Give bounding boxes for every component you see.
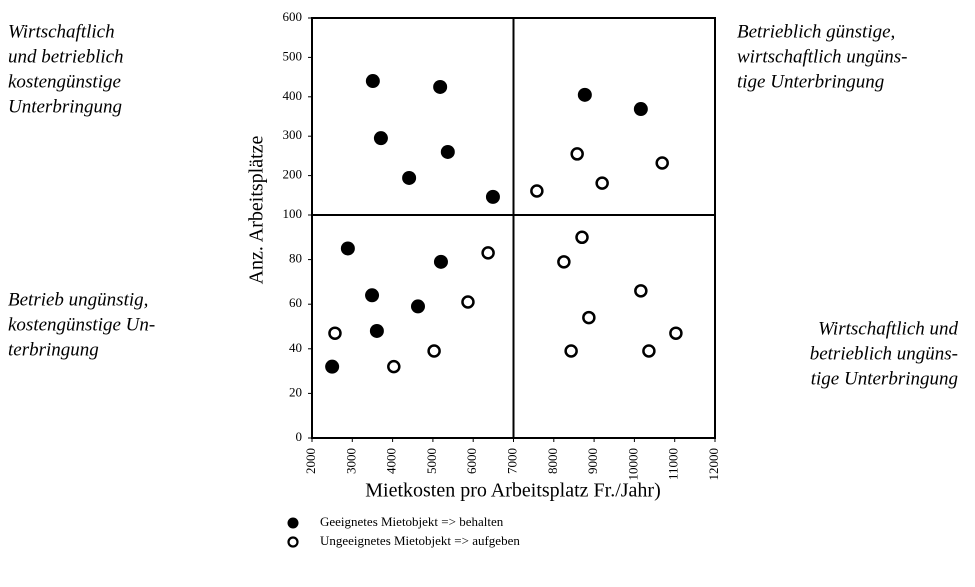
y-tick-label: 500 [283, 48, 303, 63]
y-tick-label: 60 [289, 295, 302, 310]
quadrant-annotation: kostengünstige [8, 71, 121, 92]
point [642, 344, 656, 358]
point [433, 79, 448, 94]
quadrant-annotation: tige Unterbringung [811, 368, 958, 389]
point [402, 170, 417, 185]
point [328, 326, 342, 340]
point [557, 255, 571, 269]
y-tick-label: 20 [289, 384, 302, 399]
point [340, 241, 355, 256]
y-tick-label: 80 [289, 251, 302, 266]
point [634, 284, 648, 298]
point [433, 254, 448, 269]
point [427, 344, 441, 358]
point [575, 230, 589, 245]
point [669, 326, 683, 340]
x-tick-label: 4000 [384, 448, 399, 474]
quadrant-annotation: wirtschaftlich ungüns- [737, 46, 907, 67]
point [387, 359, 401, 374]
y-tick-label: 300 [283, 127, 303, 142]
point [485, 189, 500, 204]
x-tick-label: 12000 [706, 448, 721, 481]
point [440, 144, 455, 159]
y-tick-label: 100 [283, 206, 303, 221]
quadrant-annotation: Unterbringung [8, 96, 122, 117]
point [633, 102, 648, 117]
point [410, 299, 425, 314]
legend-marker [287, 536, 299, 548]
x-tick-label: 6000 [464, 448, 479, 474]
x-tick-label: 5000 [424, 448, 439, 474]
point [373, 131, 388, 146]
x-tick-label: 2000 [303, 448, 318, 474]
quadrant-annotation: terbringung [8, 339, 99, 360]
x-tick-label: 3000 [343, 448, 358, 474]
point [369, 323, 384, 338]
y-tick-label: 200 [283, 167, 303, 182]
x-tick-label: 11000 [666, 448, 681, 480]
point [570, 147, 584, 161]
y-tick-label: 40 [289, 340, 302, 355]
quadrant-annotation: tige Unterbringung [737, 71, 884, 92]
y-tick-label: 400 [283, 88, 303, 103]
point [577, 87, 592, 102]
legend-label: Geeignetes Mietobjekt => behalten [320, 514, 504, 529]
point [365, 288, 380, 303]
quadrant-annotation: betrieblich ungüns- [810, 343, 958, 364]
quadrant-annotation: und betrieblich [8, 46, 124, 67]
x-tick-label: 7000 [504, 448, 519, 474]
point [481, 246, 495, 260]
point [655, 156, 669, 170]
point [365, 74, 380, 89]
y-tick-label: 0 [296, 429, 303, 444]
x-tick-label: 10000 [625, 448, 640, 481]
y-axis-label: Anz. Arbeitsplätze [246, 135, 268, 284]
quadrant-annotation: Betrieblich günstige, [737, 21, 895, 42]
point [582, 310, 596, 325]
quadrant-annotation: Wirtschaftlich und [818, 318, 958, 339]
legend-marker [287, 517, 299, 529]
point [325, 359, 340, 374]
legend-label: Ungeeignetes Mietobjekt => aufgeben [320, 533, 520, 548]
quadrant-annotation: Betrieb ungünstig, [8, 289, 148, 310]
y-tick-label: 600 [283, 9, 303, 24]
point [530, 184, 544, 198]
x-axis-label: Mietkosten pro Arbeitsplatz Fr./Jahr) [365, 480, 661, 502]
quadrant-annotation: kostengünstige Un- [8, 314, 155, 335]
quadrant-annotation: Wirtschaftlich [8, 21, 115, 42]
point [461, 295, 475, 309]
x-tick-label: 9000 [585, 448, 600, 474]
point [564, 344, 578, 358]
x-tick-label: 8000 [545, 448, 560, 474]
point [595, 176, 609, 190]
